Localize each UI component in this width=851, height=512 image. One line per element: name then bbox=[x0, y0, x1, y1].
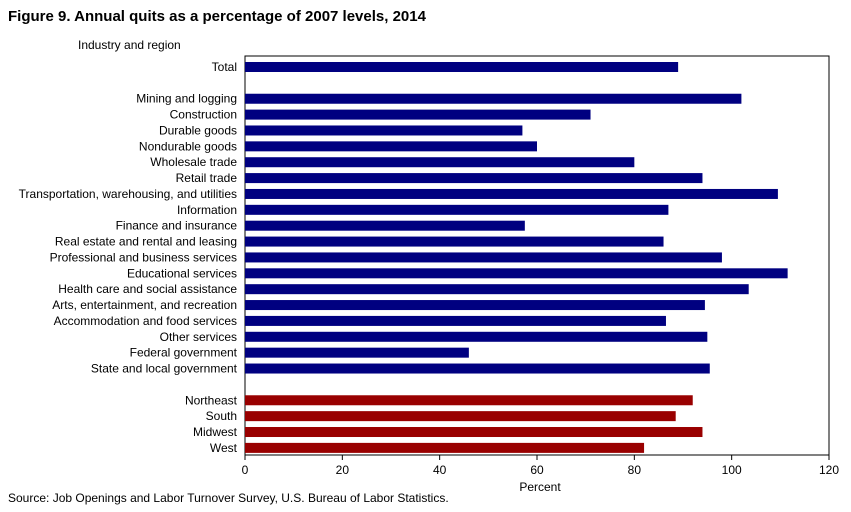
category-label: Retail trade bbox=[176, 171, 238, 185]
category-label: South bbox=[206, 409, 237, 423]
bar-industry bbox=[245, 157, 635, 168]
chart-title: Figure 9. Annual quits as a percentage o… bbox=[8, 8, 426, 25]
category-label: Professional and business services bbox=[50, 250, 237, 264]
category-label: Midwest bbox=[193, 425, 238, 439]
y-axis-title: Industry and region bbox=[78, 38, 181, 52]
x-tick-label: 80 bbox=[628, 463, 642, 477]
bar-industry bbox=[245, 173, 703, 184]
x-tick-label: 40 bbox=[433, 463, 447, 477]
category-label: Educational services bbox=[127, 266, 237, 280]
category-label: Health care and social assistance bbox=[58, 282, 237, 296]
bar-industry bbox=[245, 109, 591, 120]
bar-industry bbox=[245, 268, 788, 279]
bar-industry bbox=[245, 347, 469, 358]
category-label: Nondurable goods bbox=[139, 139, 237, 153]
category-label: Other services bbox=[160, 330, 237, 344]
category-label: Construction bbox=[170, 108, 237, 122]
bar-industry bbox=[245, 331, 708, 342]
bar-industry bbox=[245, 315, 666, 326]
category-label: West bbox=[210, 441, 238, 455]
category-label: Durable goods bbox=[159, 123, 237, 137]
bar-industry bbox=[245, 363, 710, 374]
bar-industry bbox=[245, 125, 523, 136]
category-label: Information bbox=[177, 203, 237, 217]
bar-industry bbox=[245, 141, 537, 152]
category-label: Transportation, warehousing, and utiliti… bbox=[19, 187, 237, 201]
x-tick-label: 20 bbox=[336, 463, 350, 477]
category-label: Wholesale trade bbox=[150, 155, 237, 169]
bar-region bbox=[245, 411, 676, 422]
bar-region bbox=[245, 427, 703, 438]
category-label: Total bbox=[212, 60, 237, 74]
bar-industry bbox=[245, 284, 749, 295]
category-label: Finance and insurance bbox=[116, 219, 238, 233]
source-note: Source: Job Openings and Labor Turnover … bbox=[8, 491, 449, 505]
bar-industry bbox=[245, 300, 705, 311]
x-tick-label: 100 bbox=[722, 463, 742, 477]
category-label: Northeast bbox=[185, 393, 238, 407]
bar-industry bbox=[245, 188, 778, 199]
bar-total bbox=[245, 62, 679, 72]
bar-industry bbox=[245, 204, 669, 215]
bar-industry bbox=[245, 220, 525, 231]
category-label: Real estate and rental and leasing bbox=[55, 235, 237, 249]
x-tick-label: 120 bbox=[819, 463, 839, 477]
x-axis-title: Percent bbox=[519, 480, 561, 494]
bar-industry bbox=[245, 252, 722, 263]
category-label: Accommodation and food services bbox=[54, 314, 237, 328]
category-label: Federal government bbox=[130, 346, 238, 360]
category-label: Arts, entertainment, and recreation bbox=[52, 298, 237, 312]
category-label: State and local government bbox=[91, 362, 238, 376]
bar-industry bbox=[245, 93, 742, 104]
x-tick-label: 0 bbox=[242, 463, 249, 477]
bar-industry bbox=[245, 236, 664, 247]
x-tick-label: 60 bbox=[530, 463, 544, 477]
category-label: Mining and logging bbox=[136, 92, 237, 106]
bar-region bbox=[245, 395, 693, 406]
bar-region bbox=[245, 442, 645, 453]
